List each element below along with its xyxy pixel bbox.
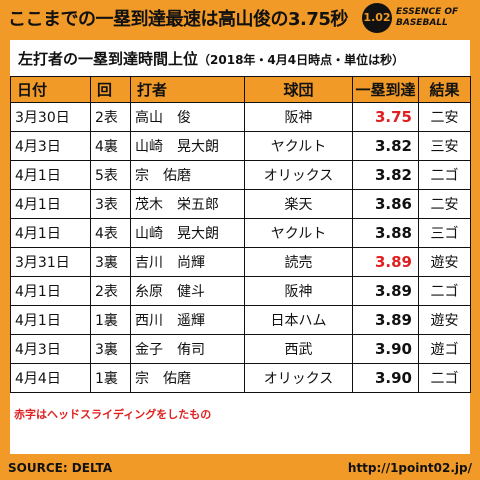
cell-team: 日本ハム: [244, 305, 353, 335]
column-header-result: 結果: [418, 76, 471, 103]
cell-result: 遊安: [418, 305, 471, 335]
footnote: 赤字はヘッドスライディングをしたもの: [14, 408, 212, 421]
column-header-batter: 打者: [130, 76, 245, 103]
cell-date: 4月1日: [10, 218, 91, 248]
table-header-row: 日付 回 打者 球団 一塁到達 結果: [10, 76, 471, 103]
table-row: 3月30日 2表 高山 俊阪神 3.75 二安: [10, 102, 471, 132]
logo-badge-icon: 1.02: [362, 3, 392, 33]
table-row: 4月3日 4裏 山崎 晃大朗 ヤクルト 3.82 三安: [10, 131, 471, 161]
table-row: 4月3日 3裏 金子 侑司 西武 3.90 遊ゴ: [10, 334, 471, 364]
subtitle-main: 左打者の一塁到達時間上位: [18, 50, 199, 68]
cell-result: 三安: [418, 131, 471, 161]
cell-time: 3.90: [352, 334, 419, 364]
cell-date: 3月31日: [10, 247, 91, 277]
column-header-time: 一塁到達: [352, 76, 419, 103]
cell-time: 3.75: [352, 102, 419, 132]
cell-team: 楽天: [244, 189, 353, 219]
cell-batter: 宗 佑磨: [130, 160, 245, 190]
column-header-date: 日付: [10, 76, 91, 103]
cell-time: 3.90: [352, 363, 419, 393]
cell-inning: 3裏: [90, 334, 131, 364]
cell-date: 4月3日: [10, 334, 91, 364]
cell-batter: 吉川 尚輝: [130, 247, 245, 277]
cell-team: 西武: [244, 334, 353, 364]
cell-inning: 3裏: [90, 247, 131, 277]
cell-result: 二安: [418, 102, 471, 132]
cell-time: 3.82: [352, 160, 419, 190]
cell-inning: 1裏: [90, 363, 131, 393]
cell-batter: 糸原 健斗: [130, 276, 245, 306]
cell-inning: 5表: [90, 160, 131, 190]
table-row: 4月1日 3表 茂木 栄五郎 楽天 3.86 二安: [10, 189, 471, 219]
cell-team: 阪神: [244, 102, 353, 132]
subtitle-note: （2018年・4月4日時点・単位は秒）: [198, 53, 405, 67]
cell-inning: 3表: [90, 189, 131, 219]
cell-time: 3.89: [352, 247, 419, 277]
cell-inning: 4表: [90, 218, 131, 248]
cell-date: 3月30日: [10, 102, 91, 132]
cell-batter: 高山 俊: [130, 102, 245, 132]
cell-result: 二ゴ: [418, 160, 471, 190]
cell-team: 阪神: [244, 276, 353, 306]
cell-result: 遊ゴ: [418, 334, 471, 364]
cell-batter: 茂木 栄五郎: [130, 189, 245, 219]
cell-date: 4月1日: [10, 305, 91, 335]
column-header-inning: 回: [90, 76, 131, 103]
cell-date: 4月1日: [10, 276, 91, 306]
table-row: 4月1日 4表 山崎 晃大朗 ヤクルト 3.88 三ゴ: [10, 218, 471, 248]
brand-logo: 1.02 ESSENCE OF BASEBALL: [362, 3, 472, 33]
logo-line2: BASEBALL: [396, 18, 448, 28]
cell-team: ヤクルト: [244, 131, 353, 161]
content-panel: 左打者の一塁到達時間上位（2018年・4月4日時点・単位は秒） 日付 回 打者 …: [10, 40, 471, 454]
cell-result: 遊安: [418, 247, 471, 277]
cell-date: 4月3日: [10, 131, 91, 161]
cell-inning: 1裏: [90, 305, 131, 335]
cell-team: オリックス: [244, 160, 353, 190]
ranking-table: 日付 回 打者 球団 一塁到達 結果 3月30日 2表 高山 俊阪神 3.75 二安 4月…: [10, 76, 471, 393]
site-url: http://1point02.jp/: [347, 461, 472, 475]
logo-text: ESSENCE OF BASEBALL: [396, 7, 458, 29]
cell-inning: 2表: [90, 102, 131, 132]
table-subtitle: 左打者の一塁到達時間上位（2018年・4月4日時点・単位は秒）: [18, 48, 404, 69]
cell-result: 二ゴ: [418, 276, 471, 306]
header-bar: ここまでの一塁到達最速は高山俊の3.75秒 1.02 ESSENCE OF BA…: [0, 0, 480, 36]
table-row: 3月31日 3裏 吉川 尚輝 読売 3.89 遊安: [10, 247, 471, 277]
cell-result: 二安: [418, 189, 471, 219]
table-row: 4月1日 1裏 西川 遥輝 日本ハム 3.89 遊安: [10, 305, 471, 335]
table-row: 4月4日 1裏宗 佑磨 オリックス 3.90 二ゴ: [10, 363, 471, 393]
cell-inning: 4裏: [90, 131, 131, 161]
cell-date: 4月1日: [10, 189, 91, 219]
cell-team: 読売: [244, 247, 353, 277]
table-row: 4月1日 2表 糸原 健斗 阪神 3.89 二ゴ: [10, 276, 471, 306]
cell-date: 4月1日: [10, 160, 91, 190]
cell-batter: 西川 遥輝: [130, 305, 245, 335]
logo-line1: ESSENCE OF: [396, 7, 459, 17]
cell-batter: 宗 佑磨: [130, 363, 245, 393]
cell-time: 3.82: [352, 131, 419, 161]
page-title: ここまでの一塁到達最速は高山俊の3.75秒: [8, 9, 348, 30]
footer-bar: SOURCE: DELTA http://1point02.jp/: [0, 456, 480, 480]
cell-date: 4月4日: [10, 363, 91, 393]
cell-team: ヤクルト: [244, 218, 353, 248]
cell-time: 3.86: [352, 189, 419, 219]
source-label: SOURCE: DELTA: [8, 461, 113, 475]
cell-result: 三ゴ: [418, 218, 471, 248]
cell-team: オリックス: [244, 363, 353, 393]
cell-time: 3.89: [352, 276, 419, 306]
cell-time: 3.89: [352, 305, 419, 335]
column-header-team: 球団: [244, 76, 353, 103]
cell-time: 3.88: [352, 218, 419, 248]
cell-batter: 山崎 晃大朗: [130, 218, 245, 248]
cell-batter: 金子 侑司: [130, 334, 245, 364]
cell-inning: 2表: [90, 276, 131, 306]
table-row: 4月1日 5表宗 佑磨 オリックス 3.82 二ゴ: [10, 160, 471, 190]
cell-result: 二ゴ: [418, 363, 471, 393]
cell-batter: 山崎 晃大朗: [130, 131, 245, 161]
